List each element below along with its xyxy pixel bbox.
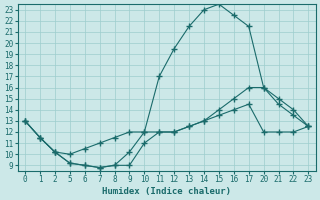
X-axis label: Humidex (Indice chaleur): Humidex (Indice chaleur) [102,187,231,196]
